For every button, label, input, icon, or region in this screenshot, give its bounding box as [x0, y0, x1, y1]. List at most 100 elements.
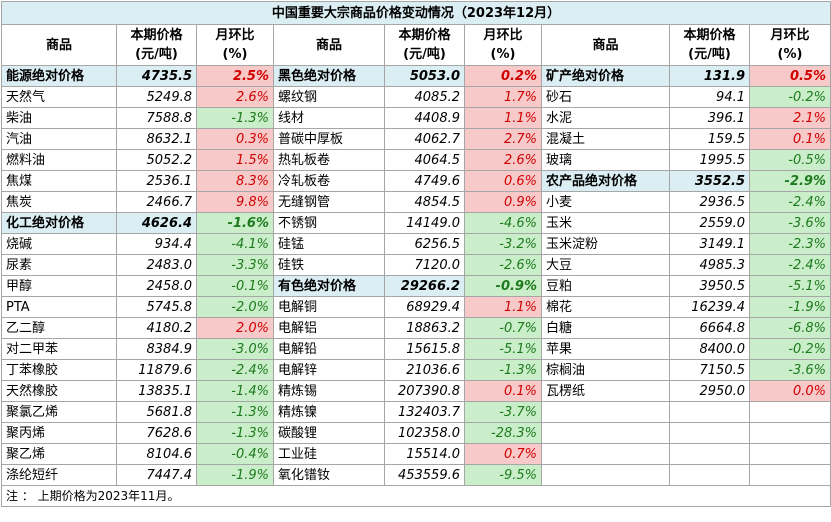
commodity-name: 乙二醇 [1, 317, 117, 339]
price: 94.1 [669, 86, 750, 108]
note: 注 ： 上期价格为2023年11月。 [1, 485, 831, 507]
header-line: (%) [222, 47, 248, 62]
commodity-name: 水泥 [541, 107, 670, 129]
data-row: 涤纶短纤 7447.4 -1.9% 氧化镨钕 453559.6 -9.5% [1, 464, 831, 486]
empty-cell [541, 464, 670, 486]
commodity-name: 砂石 [541, 86, 670, 108]
price: 5249.8 [116, 86, 197, 108]
commodity-name: 苹果 [541, 338, 670, 360]
month-change: 0.3% [196, 128, 274, 150]
data-row: 乙二醇 4180.2 2.0% 电解铝 18863.2 -0.7% 白糖 6664.8 -6.8… [1, 317, 831, 339]
price: 4735.5 [116, 65, 197, 87]
month-change: -2.4% [749, 254, 831, 276]
header-line: (元/吨) [135, 47, 178, 62]
price: 4408.9 [384, 107, 465, 129]
month-change: -3.3% [196, 254, 274, 276]
price: 15615.8 [384, 338, 465, 360]
month-change: -0.5% [749, 149, 831, 171]
price-table: 中国重要大宗商品价格变动情况（2023年12月） 商品 本期价格 (元/吨) 月环比(… [1, 1, 831, 507]
header-row: 商品 本期价格 (元/吨) 月环比 (%) 商品 本期价格 (元/吨) 月环比 (%) 商品 本期价格… [1, 24, 831, 66]
month-change: -2.0% [196, 296, 274, 318]
empty-cell [749, 464, 831, 486]
month-change: 9.8% [196, 191, 274, 213]
price: 21036.6 [384, 359, 465, 381]
commodity-name: 天然气 [1, 86, 117, 108]
price: 4062.7 [384, 128, 465, 150]
price: 7588.8 [116, 107, 197, 129]
empty-cell [749, 443, 831, 465]
commodity-name: 精炼锡 [273, 380, 385, 402]
data-row: 汽油 8632.1 0.3% 普碳中厚板 4062.7 2.7% 混凝土 159.5 0.1% [1, 128, 831, 150]
header-price: 本期价格 (元/吨) [669, 24, 750, 66]
data-row: 聚乙烯 8104.6 -0.4% 工业硅 15514.0 0.7% [1, 443, 831, 465]
commodity-name: 燃料油 [1, 149, 117, 171]
price: 8400.0 [669, 338, 750, 360]
commodity-name: 螺纹钢 [273, 86, 385, 108]
month-change: -2.6% [464, 254, 542, 276]
header-name: 商品 [1, 24, 117, 66]
month-change: -1.6% [196, 212, 274, 234]
price: 934.4 [116, 233, 197, 255]
header-line: 本期价格 [398, 28, 451, 43]
price: 4180.2 [116, 317, 197, 339]
month-change: -9.5% [464, 464, 542, 486]
commodity-name: 硅铁 [273, 254, 385, 276]
header-line: 本期价格 [130, 28, 183, 43]
commodity-name: 聚丙烯 [1, 422, 117, 444]
price: 3552.5 [669, 170, 750, 192]
header-line: 月环比 [483, 28, 523, 43]
month-change: -0.9% [464, 275, 542, 297]
month-change: -0.2% [749, 86, 831, 108]
month-change: -3.6% [749, 359, 831, 381]
month-change: 0.7% [464, 443, 542, 465]
month-change: 2.0% [196, 317, 274, 339]
month-change: 0.5% [749, 65, 831, 87]
month-change: -1.9% [749, 296, 831, 318]
commodity-name: 有色绝对价格 [273, 275, 385, 297]
commodity-name: 玉米 [541, 212, 670, 234]
empty-cell [749, 422, 831, 444]
price: 4854.5 [384, 191, 465, 213]
header-change: 月环比 (%) [749, 24, 831, 66]
price: 2950.0 [669, 380, 750, 402]
commodity-name: 硅锰 [273, 233, 385, 255]
price: 5053.0 [384, 65, 465, 87]
header-change: 月环比 (%) [196, 24, 274, 66]
data-row: 焦煤 2536.1 8.3% 冷轧板卷 4749.6 0.6% 农产品绝对价格 3552.5-… [1, 170, 831, 192]
month-change: -1.3% [196, 401, 274, 423]
note-row: 注 ： 上期价格为2023年11月。 [1, 485, 831, 507]
month-change: 8.3% [196, 170, 274, 192]
price: 396.1 [669, 107, 750, 129]
price: 1995.5 [669, 149, 750, 171]
price: 4626.4 [116, 212, 197, 234]
month-change: -5.1% [749, 275, 831, 297]
header-line: (元/吨) [403, 47, 446, 62]
price: 8632.1 [116, 128, 197, 150]
month-change: -1.3% [464, 359, 542, 381]
price: 4064.5 [384, 149, 465, 171]
price: 6664.8 [669, 317, 750, 339]
commodity-name: 尿素 [1, 254, 117, 276]
data-row: 天然橡胶 13835.1 -1.4% 精炼锡 207390.8 0.1% 瓦楞纸 2950.0… [1, 380, 831, 402]
price: 18863.2 [384, 317, 465, 339]
month-change: 0.0% [749, 380, 831, 402]
empty-cell [669, 464, 750, 486]
month-change: 1.5% [196, 149, 274, 171]
price: 3149.1 [669, 233, 750, 255]
month-change: 2.7% [464, 128, 542, 150]
commodity-name: 玻璃 [541, 149, 670, 171]
commodity-name: 线材 [273, 107, 385, 129]
commodity-name: 天然橡胶 [1, 380, 117, 402]
commodity-name: 聚乙烯 [1, 443, 117, 465]
month-change: -2.3% [749, 233, 831, 255]
price: 2936.5 [669, 191, 750, 213]
price: 453559.6 [384, 464, 465, 486]
empty-cell [541, 401, 670, 423]
header-change: 月环比 (%) [464, 24, 542, 66]
commodity-name: 精炼镍 [273, 401, 385, 423]
data-row: 柴油 7588.8 -1.3% 线材 4408.9 1.1% 水泥 396.1 2.1% [1, 107, 831, 129]
header-line: 本期价格 [683, 28, 736, 43]
data-row: 聚丙烯 7628.6 -1.3% 碳酸锂 102358.0 -28.3% [1, 422, 831, 444]
table-title: 中国重要大宗商品价格变动情况（2023年12月） [1, 1, 831, 25]
